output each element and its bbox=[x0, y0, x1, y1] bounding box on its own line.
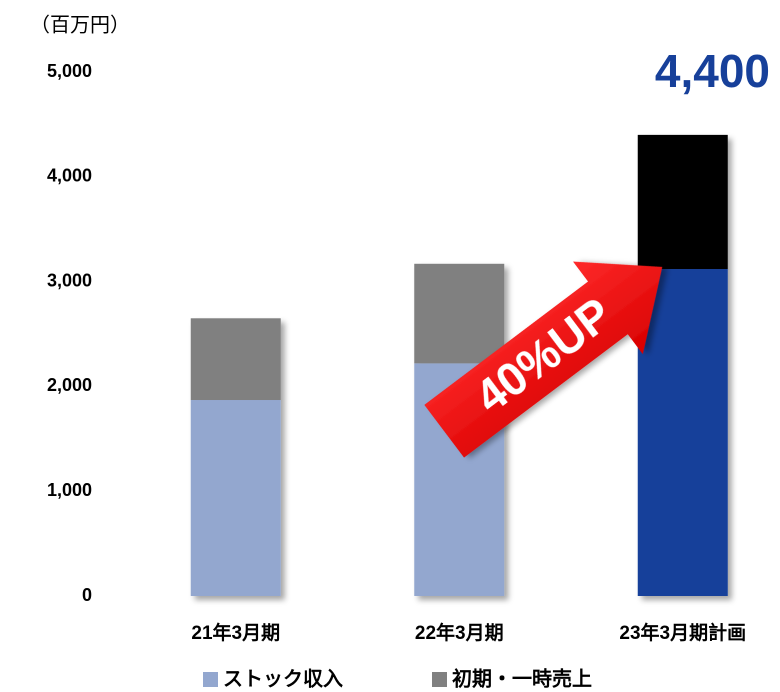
bar-segment bbox=[414, 263, 505, 364]
legend-swatch bbox=[432, 672, 447, 687]
y-tick-label: 0 bbox=[82, 585, 92, 605]
unit-label: （百万円） bbox=[30, 13, 130, 36]
legend-label: 初期・一時売上 bbox=[452, 666, 592, 690]
y-tick-label: 4,000 bbox=[47, 166, 92, 186]
y-tick-label: 5,000 bbox=[47, 61, 92, 81]
bar-segment bbox=[190, 400, 281, 596]
bar-segment bbox=[637, 269, 728, 596]
y-tick-label: 2,000 bbox=[47, 375, 92, 395]
x-tick-label: 22年3月期 bbox=[415, 621, 504, 644]
legend-label: ストック収入 bbox=[223, 667, 343, 690]
y-tick-label: 1,000 bbox=[47, 480, 92, 500]
arrow-shape bbox=[424, 261, 663, 458]
bars bbox=[190, 134, 728, 596]
bar-stack bbox=[190, 318, 281, 596]
x-tick-label: 23年3月期計画 bbox=[619, 621, 746, 644]
y-tick-label: 3,000 bbox=[47, 270, 92, 290]
total-label: 4,400 bbox=[655, 45, 770, 97]
x-tick-label: 21年3月期 bbox=[191, 621, 280, 644]
bar-stack bbox=[637, 134, 728, 596]
bar-segment bbox=[637, 134, 728, 270]
bar-segment bbox=[190, 318, 281, 401]
legend-swatch bbox=[203, 672, 218, 687]
